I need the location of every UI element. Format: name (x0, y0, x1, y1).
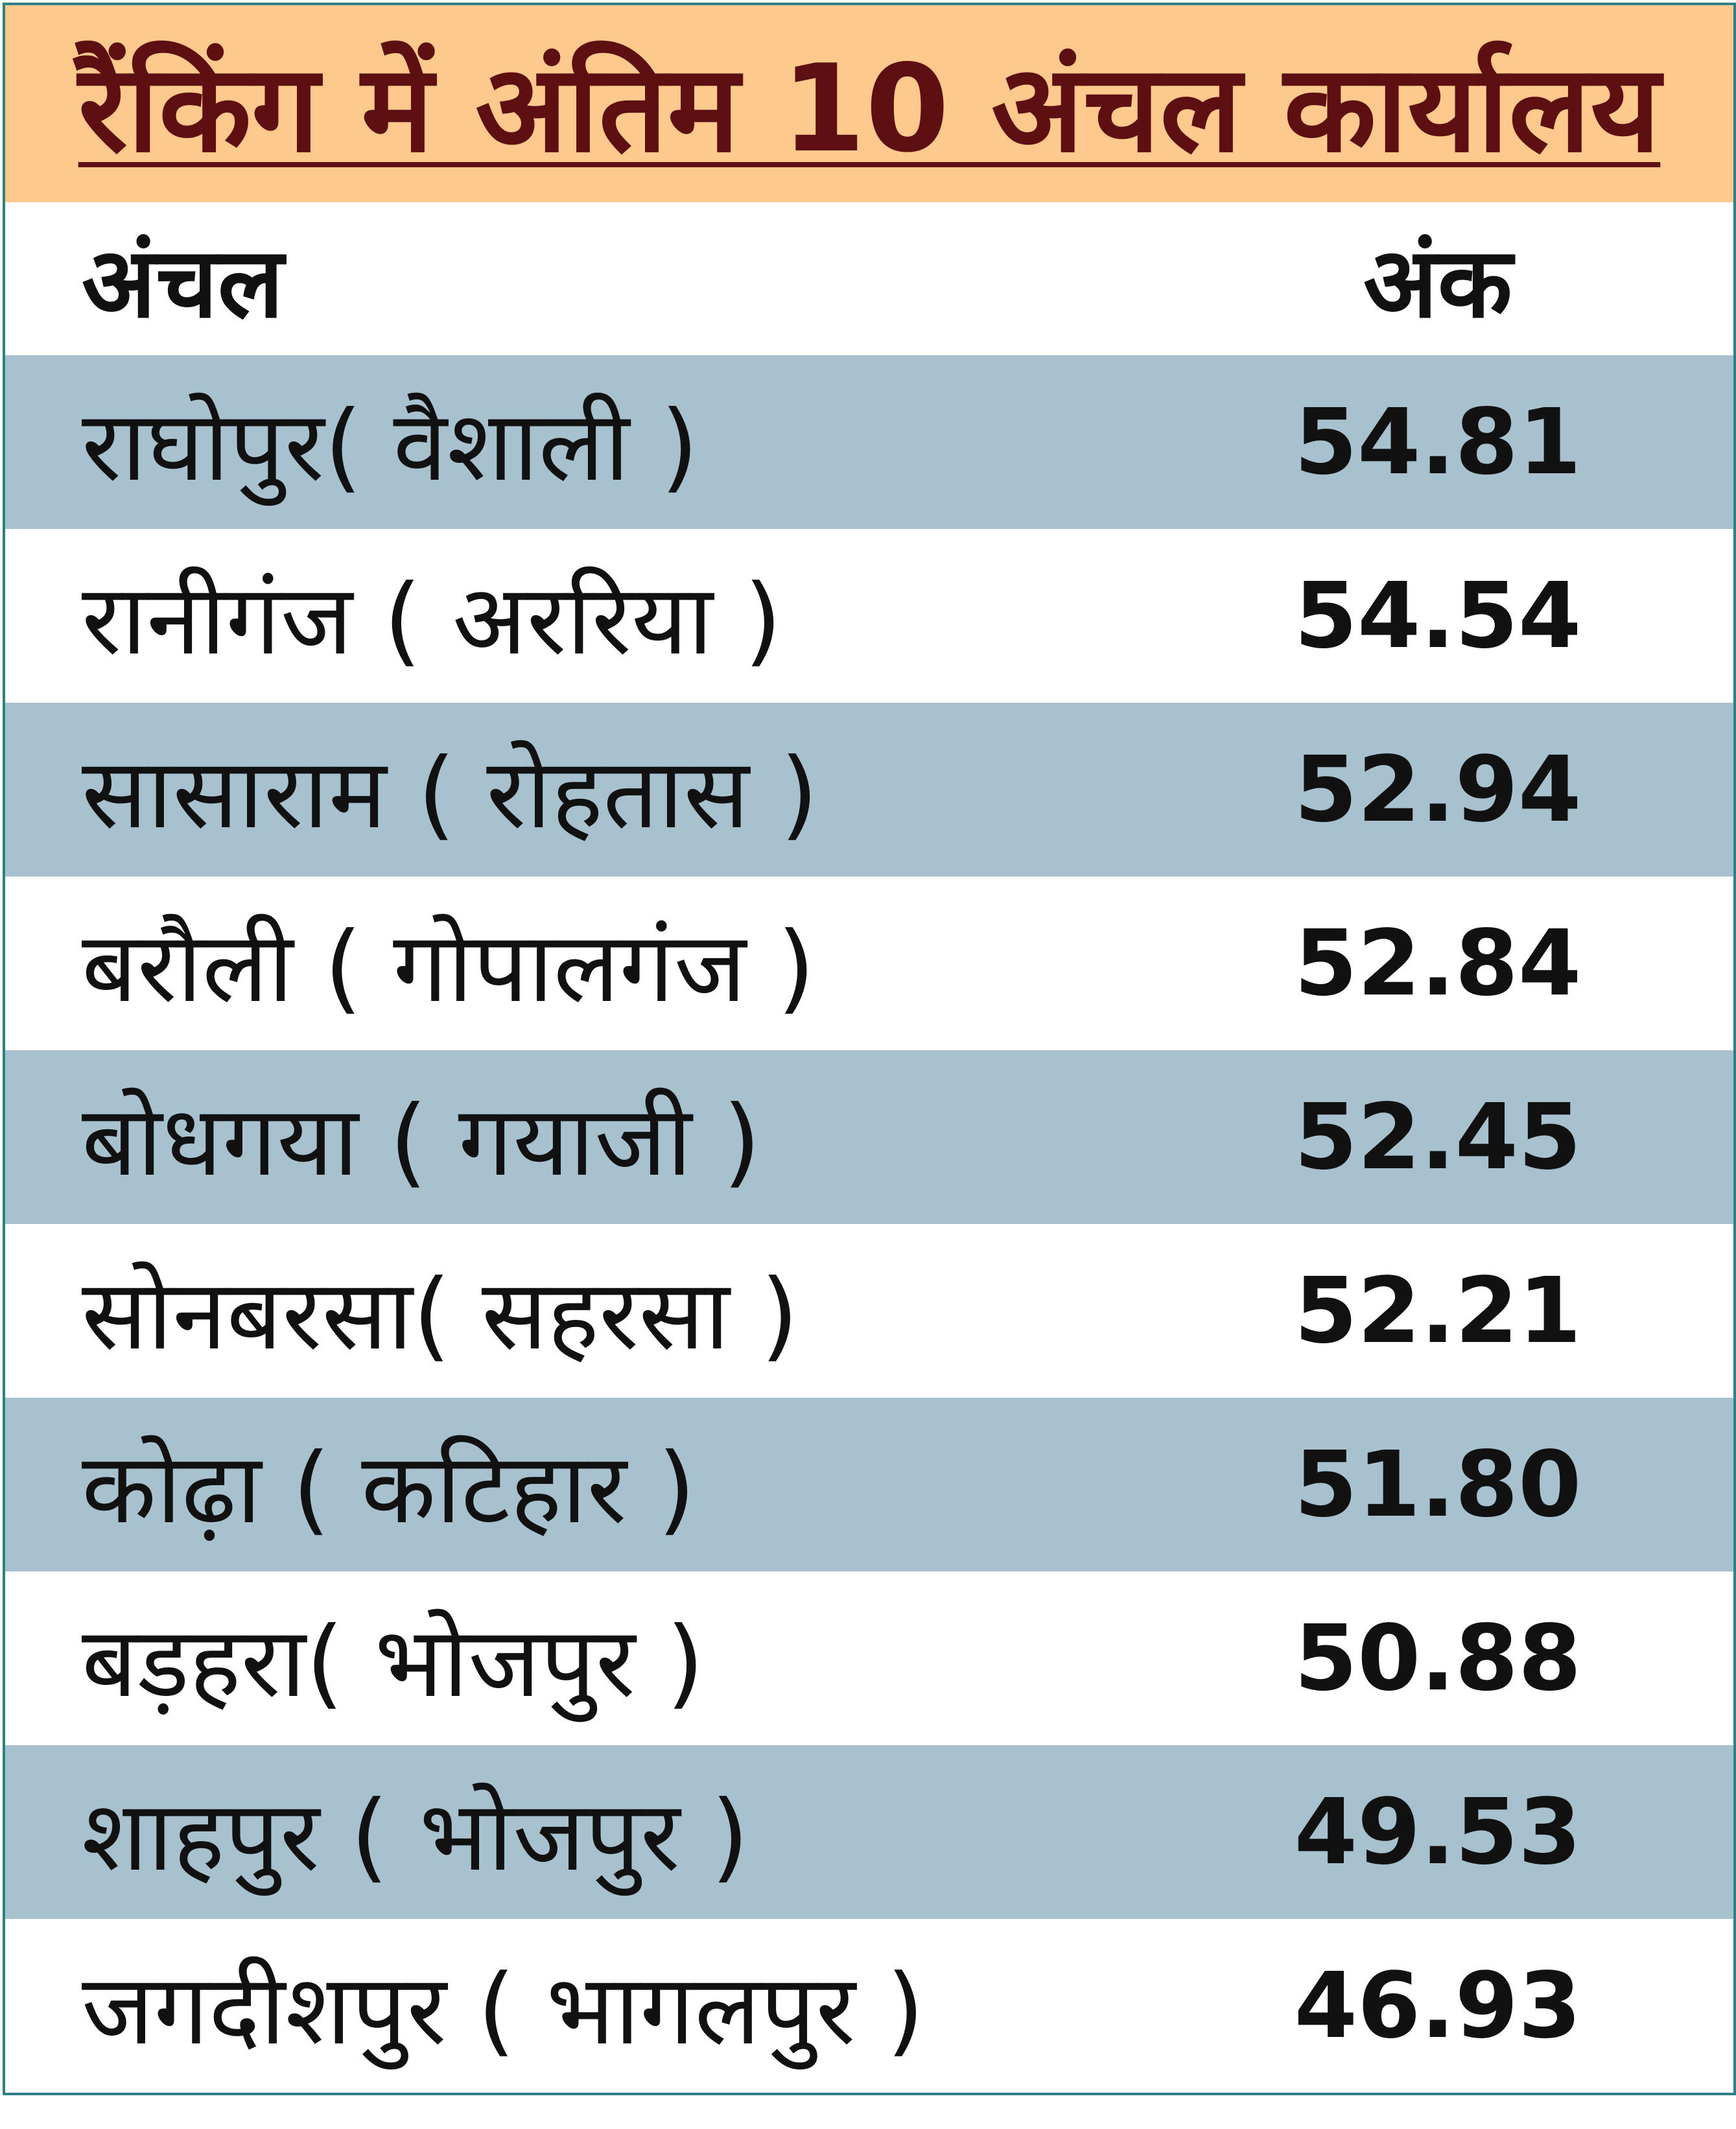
office-name: रानीगंज ( अररिया ) (82, 564, 782, 677)
header-row: अंचल अंक (5, 202, 1733, 355)
score: 49.53 (1294, 1779, 1582, 1885)
column-header: अंचल (82, 227, 284, 340)
title-band: रैंकिंग में अंतिम 10 अंचल कार्यालय (5, 5, 1733, 202)
score: 50.88 (1294, 1605, 1582, 1711)
table-row: जगदीशपुर ( भागलपुर ) 46.93 (5, 1919, 1733, 2093)
score: 54.54 (1294, 563, 1582, 669)
score: 52.21 (1294, 1258, 1582, 1364)
office-name: राघोपुर( वैशाली ) (82, 390, 699, 503)
office-name: सोनबरसा( सहरसा ) (82, 1259, 799, 1372)
office-name: सासाराम ( रोहतास ) (82, 738, 819, 851)
table-row: सासाराम ( रोहतास ) 52.94 (5, 703, 1733, 876)
title: रैंकिंग में अंतिम 10 अंचल कार्यालय (78, 38, 1661, 179)
score: 54.81 (1294, 389, 1582, 495)
office-name: जगदीशपुर ( भागलपुर ) (82, 1954, 924, 2067)
table-row: कोढ़ा ( कटिहार ) 51.80 (5, 1398, 1733, 1571)
column-header: अंक (1363, 227, 1512, 340)
office-name: कोढ़ा ( कटिहार ) (82, 1433, 696, 1546)
office-name: बोधगया ( गयाजी ) (82, 1085, 761, 1198)
table-row: सोनबरसा( सहरसा ) 52.21 (5, 1224, 1733, 1398)
table-row: राघोपुर( वैशाली ) 54.81 (5, 355, 1733, 529)
score: 51.80 (1294, 1431, 1582, 1538)
score: 46.93 (1294, 1953, 1582, 2059)
score: 52.84 (1294, 910, 1582, 1017)
score: 52.94 (1294, 736, 1582, 843)
table-row: रानीगंज ( अररिया ) 54.54 (5, 529, 1733, 703)
table-row: बोधगया ( गयाजी ) 52.45 (5, 1050, 1733, 1224)
score: 52.45 (1294, 1084, 1582, 1190)
office-name: बड़हरा( भोजपुर ) (82, 1606, 705, 1719)
table-row: शाहपुर ( भोजपुर ) 49.53 (5, 1745, 1733, 1919)
office-name: शाहपुर ( भोजपुर ) (82, 1780, 749, 1893)
office-name: बरौली ( गोपालगंज ) (82, 912, 815, 1024)
table-row: बरौली ( गोपालगंज ) 52.84 (5, 876, 1733, 1050)
table-card: रैंकिंग में अंतिम 10 अंचल कार्यालय अंचल … (3, 3, 1736, 2095)
table-body: राघोपुर( वैशाली ) 54.81 रानीगंज ( अररिया )… (5, 355, 1733, 2093)
table-row: बड़हरा( भोजपुर ) 50.88 (5, 1571, 1733, 1745)
